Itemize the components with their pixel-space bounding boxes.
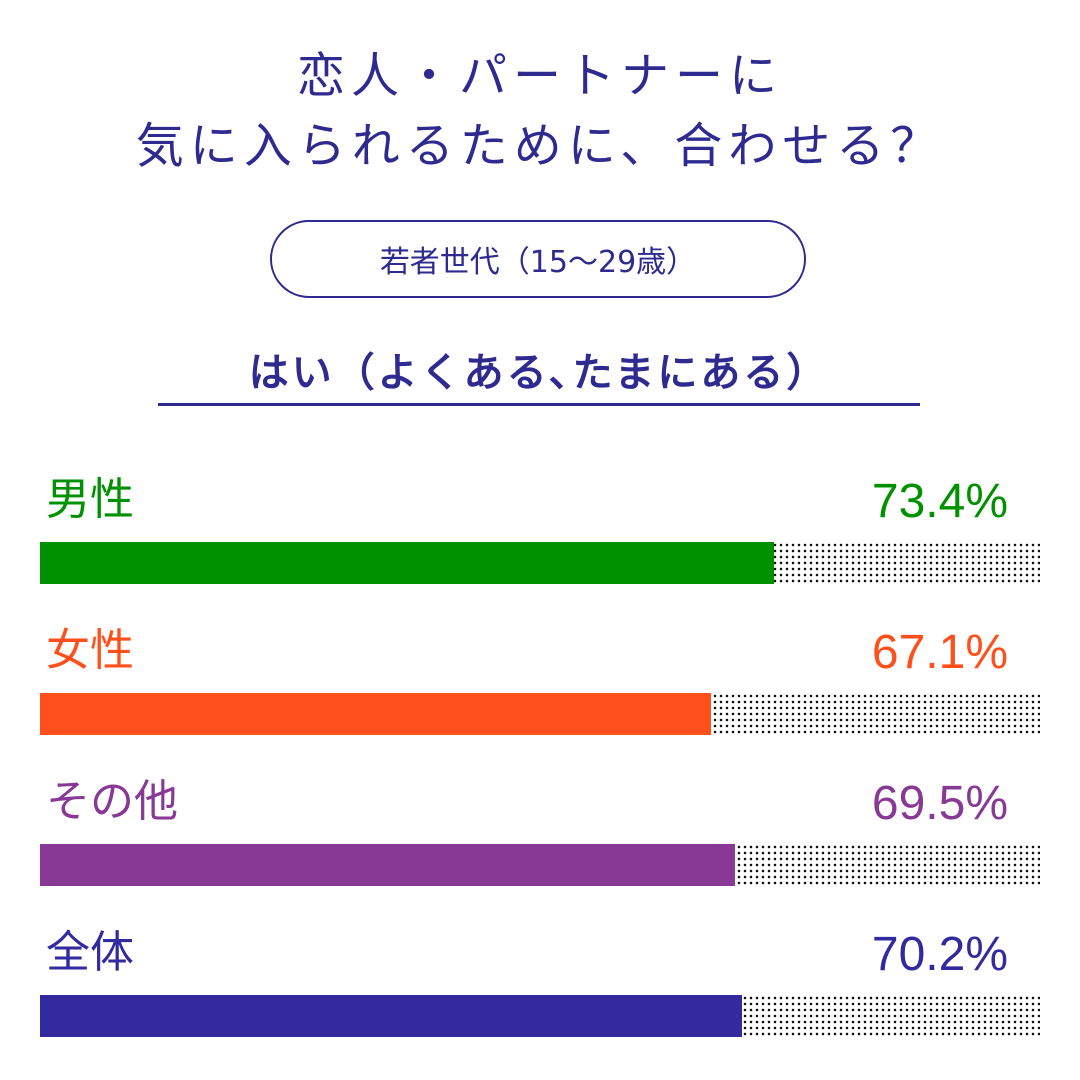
category-label-male: 男性 (46, 474, 134, 525)
bar-overall (40, 995, 742, 1037)
value-label-male: 73.4% (871, 475, 1008, 528)
category-label-other: その他 (46, 776, 178, 827)
bar-other (40, 844, 735, 886)
bar-track-overall (40, 995, 1040, 1037)
value-label-female: 67.1% (871, 626, 1008, 679)
bar-track-other (40, 844, 1040, 886)
bar-track-male (40, 542, 1040, 584)
value-label-other: 69.5% (871, 777, 1008, 830)
chart-title-line-1: 恋人・パートナーに (296, 48, 783, 104)
chart-title-line-2: 気に入られるために、合わせる？ (135, 118, 945, 174)
answer-heading: はい（よくある､たまにある） (158, 348, 920, 406)
category-label-overall: 全体 (46, 927, 134, 978)
bar-male (40, 542, 774, 584)
value-label-overall: 70.2% (871, 928, 1008, 981)
age-group-label: 若者世代（15〜29歳） (379, 245, 697, 280)
bar-female (40, 693, 711, 735)
category-label-female: 女性 (46, 625, 134, 676)
bar-track-female (40, 693, 1040, 735)
age-group-badge: 若者世代（15〜29歳） (270, 220, 806, 298)
